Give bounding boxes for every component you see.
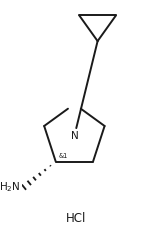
Text: HCl: HCl (66, 212, 86, 225)
Text: H$_2$N: H$_2$N (0, 180, 20, 194)
Text: &1: &1 (58, 153, 67, 159)
Text: N: N (70, 131, 78, 141)
